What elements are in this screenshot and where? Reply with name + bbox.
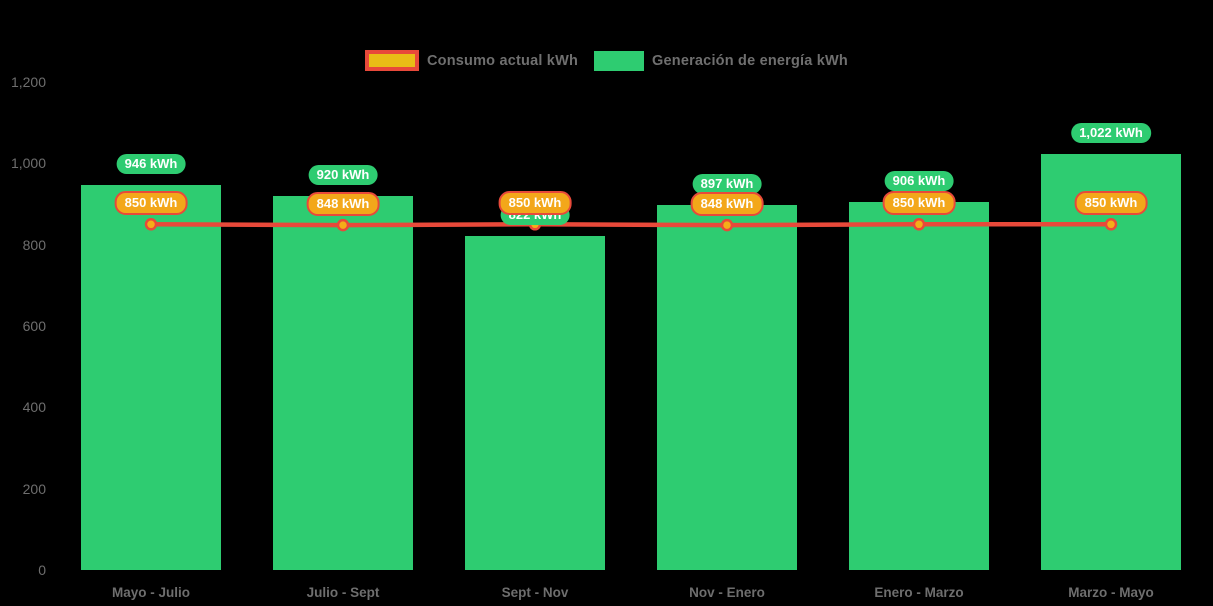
y-axis-tick: 200: [22, 480, 46, 497]
x-axis-label: Mayo - Julio: [111, 585, 191, 600]
y-axis-tick: 400: [22, 399, 46, 416]
generation-value-badge: 920 kWh: [308, 164, 378, 185]
y-axis-tick: 1,000: [10, 155, 46, 172]
consumption-value-badge: 850 kWh: [1074, 191, 1148, 216]
chart-legend: Consumo actual kWh Generación de energía…: [0, 50, 1213, 71]
x-axis-label: Julio - Sept: [306, 585, 380, 600]
generation-bar[interactable]: [657, 205, 797, 570]
x-axis-label: Marzo - Mayo: [1068, 585, 1154, 600]
x-axis-label: Sept - Nov: [501, 585, 569, 600]
generation-value-badge: 897 kWh: [692, 174, 762, 195]
x-axis-label: Nov - Enero: [689, 585, 765, 600]
generation-bar[interactable]: [81, 185, 221, 570]
generation-bar[interactable]: [1041, 154, 1181, 570]
legend-item-generation[interactable]: Generación de energía kWh: [594, 50, 848, 71]
y-axis-tick: 800: [22, 236, 46, 253]
consumption-value-badge: 850 kWh: [114, 191, 188, 216]
generation-value-badge: 946 kWh: [116, 154, 186, 175]
consumption-value-badge: 848 kWh: [306, 192, 380, 217]
generation-bar[interactable]: [273, 196, 413, 570]
consumption-value-badge: 850 kWh: [498, 191, 572, 216]
legend-label-generation: Generación de energía kWh: [652, 52, 848, 69]
y-axis-tick: 0: [38, 562, 46, 578]
y-axis-tick: 600: [22, 318, 46, 334]
generation-value-badge: 1,022 kWh: [1071, 123, 1151, 144]
consumption-value-badge: 850 kWh: [882, 191, 956, 216]
generation-swatch-icon: [594, 50, 645, 71]
x-axis-label: Enero - Marzo: [874, 585, 964, 600]
legend-label-consumption: Consumo actual kWh: [426, 52, 579, 69]
consumption-swatch-icon: [364, 50, 419, 71]
legend-item-consumption[interactable]: Consumo actual kWh: [364, 50, 579, 71]
generation-value-badge: 906 kWh: [884, 170, 954, 191]
generation-bar[interactable]: [465, 236, 605, 570]
consumption-value-badge: 848 kWh: [690, 192, 764, 217]
y-axis-tick: 1,200: [10, 74, 46, 90]
generation-bar[interactable]: [849, 202, 989, 570]
